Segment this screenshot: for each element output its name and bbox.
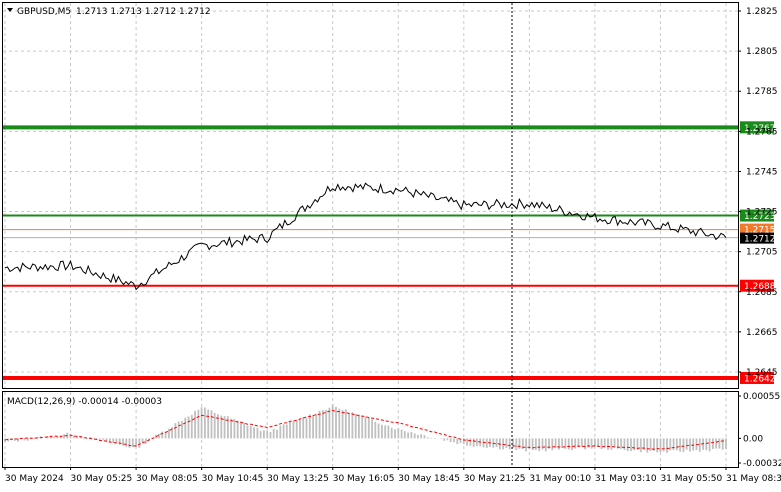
- axes: 1.28251.28051.27851.27651.27451.27251.27…: [4, 7, 781, 484]
- time-tick-label: 30 May 2024: [5, 474, 64, 484]
- price-tick-label: 1.2705: [746, 248, 778, 258]
- price-tick-label: 1.2745: [746, 167, 778, 177]
- price-tick-label: 1.2765: [746, 127, 778, 137]
- macd-tick-label: 0.00: [743, 434, 763, 444]
- current-price-tag-label: 1.2712: [744, 235, 776, 245]
- time-tick-label: 31 May 08:30: [726, 474, 781, 484]
- price-tick-label: 1.2665: [746, 328, 778, 338]
- price-tick-label: 1.2825: [746, 7, 778, 17]
- time-tick-label: 30 May 16:05: [333, 474, 395, 484]
- macd-tick-label: -0.00032: [743, 459, 781, 469]
- price-tick-label: 1.2725: [746, 208, 778, 218]
- triangle-down-icon[interactable]: [7, 8, 13, 12]
- ohlc-label: 1.2713 1.2713 1.2712 1.2712: [76, 7, 211, 17]
- price-tick-label: 1.2685: [746, 288, 778, 298]
- time-tick-label: 30 May 21:25: [464, 474, 526, 484]
- time-tick-label: 31 May 00:10: [529, 474, 591, 484]
- time-tick-label: 30 May 08:05: [136, 474, 198, 484]
- time-tick-label: 30 May 10:45: [202, 474, 264, 484]
- time-tick-label: 30 May 05:25: [71, 474, 133, 484]
- price-line: [4, 182, 727, 291]
- level-1-2642-tag: [740, 371, 774, 384]
- level-1-2642-tag-label: 1.2642: [744, 374, 776, 384]
- level-1-2767-tag: [740, 121, 774, 134]
- time-tick-label: 31 May 05:50: [660, 474, 722, 484]
- symbol-label: GBPUSD,M5: [17, 7, 71, 17]
- level-1-2688-tag: [740, 279, 774, 292]
- level-1-2767-tag-label: 1.2767: [744, 124, 776, 134]
- main-plot-frame: [2, 2, 739, 389]
- macd-label: MACD(12,26,9) -0.00014 -0.00003: [7, 397, 162, 407]
- price-tick-label: 1.2645: [746, 368, 778, 378]
- macd-plot-frame: [2, 391, 739, 468]
- macd-tick-label: 0.00055: [743, 392, 780, 402]
- price-tick-label: 1.2785: [746, 87, 778, 97]
- grid: [3, 3, 738, 467]
- level-1-2723-tag: [740, 209, 774, 222]
- level-1-2688-tag-label: 1.2688: [744, 282, 776, 292]
- macd-indicator: [4, 404, 727, 453]
- time-tick-label: 30 May 18:45: [398, 474, 460, 484]
- level-1-2723-tag-label: 1.2723: [744, 212, 776, 222]
- time-tick-label: 31 May 03:10: [595, 474, 657, 484]
- orange-level-tag-label: 1.2715: [744, 226, 776, 236]
- current-price-tag: [740, 232, 774, 244]
- macd-signal-line: [4, 409, 727, 450]
- time-tick-label: 30 May 13:25: [267, 474, 329, 484]
- orange-level-tag: [740, 223, 774, 235]
- price-series-line: [4, 182, 727, 291]
- price-tick-label: 1.2805: [746, 47, 778, 57]
